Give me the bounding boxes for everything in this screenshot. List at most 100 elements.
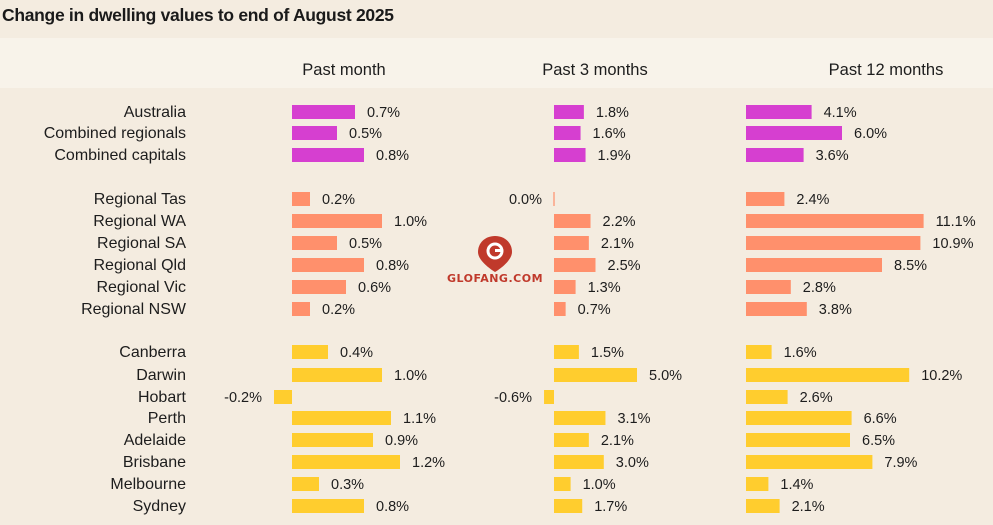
bar <box>746 258 882 272</box>
category-label: Regional WA <box>93 213 186 230</box>
bar <box>746 455 873 469</box>
category-label: Regional Qld <box>94 257 187 274</box>
data-label: 1.9% <box>598 148 631 164</box>
data-label: 10.9% <box>932 236 973 252</box>
data-label: 0.5% <box>349 236 382 252</box>
bar <box>292 214 382 228</box>
data-label: -0.2% <box>224 390 262 406</box>
data-label: 1.1% <box>403 411 436 427</box>
data-label: 7.9% <box>884 455 917 471</box>
bar <box>554 411 606 425</box>
header-band <box>0 38 993 88</box>
data-label: 6.6% <box>864 411 897 427</box>
bar <box>292 433 373 447</box>
bar <box>292 192 310 206</box>
category-label: Regional SA <box>97 235 186 252</box>
data-label: 10.2% <box>921 368 962 384</box>
bar <box>554 280 576 294</box>
category-label: Brisbane <box>123 454 186 471</box>
bar <box>554 368 637 382</box>
data-label: 1.0% <box>583 477 616 493</box>
bar <box>292 258 364 272</box>
watermark-pin-icon <box>478 236 512 272</box>
bar <box>292 455 400 469</box>
category-label: Adelaide <box>124 432 186 449</box>
data-label: 0.7% <box>578 302 611 318</box>
data-label: 2.1% <box>601 236 634 252</box>
data-label: 2.1% <box>601 433 634 449</box>
bar <box>544 390 554 404</box>
data-label: 11.1% <box>936 214 976 230</box>
bar <box>746 126 842 140</box>
bar <box>292 280 346 294</box>
data-label: 1.3% <box>588 280 621 296</box>
category-label: Canberra <box>119 344 186 361</box>
data-label: 1.8% <box>596 105 629 121</box>
data-label: 0.8% <box>376 499 409 515</box>
category-label: Combined capitals <box>54 147 186 164</box>
bar <box>292 477 319 491</box>
bar <box>746 390 788 404</box>
bar <box>746 192 785 206</box>
data-label: 2.1% <box>792 499 825 515</box>
data-label: 0.9% <box>385 433 418 449</box>
bar <box>554 345 579 359</box>
bar <box>554 302 566 316</box>
bar <box>746 302 807 316</box>
watermark: GLOFANG.COM <box>445 232 545 292</box>
data-label: 0.7% <box>367 105 400 121</box>
category-label: Regional NSW <box>81 301 187 318</box>
data-label: 1.0% <box>394 214 427 230</box>
bar <box>274 390 292 404</box>
data-label: 3.8% <box>819 302 852 318</box>
data-label: 4.1% <box>824 105 857 121</box>
data-label: 0.5% <box>349 126 382 142</box>
data-label: 2.8% <box>803 280 836 296</box>
data-label: 6.5% <box>862 433 895 449</box>
category-label: Darwin <box>136 367 186 384</box>
bar <box>292 345 328 359</box>
series-header: Past 3 months <box>542 61 647 79</box>
data-label: 2.5% <box>608 258 641 274</box>
bar <box>554 214 591 228</box>
data-label: 1.6% <box>784 345 817 361</box>
bar <box>292 105 355 119</box>
watermark-text: GLOFANG.COM <box>446 272 544 285</box>
category-label: Melbourne <box>110 476 186 493</box>
bar <box>554 258 596 272</box>
series-header: Past 12 months <box>829 61 944 79</box>
category-label: Hobart <box>138 389 187 406</box>
data-label: 1.7% <box>594 499 627 515</box>
data-label: 2.2% <box>603 214 636 230</box>
bar <box>554 499 583 513</box>
bar <box>554 126 581 140</box>
category-label: Sydney <box>133 498 186 515</box>
data-label: 3.0% <box>616 455 649 471</box>
category-label: Australia <box>124 104 186 121</box>
bar <box>292 126 337 140</box>
bar <box>292 411 391 425</box>
data-label: 2.6% <box>800 390 833 406</box>
data-label: 1.4% <box>780 477 813 493</box>
series-header: Past month <box>302 61 385 79</box>
bar <box>554 433 589 447</box>
data-label: 1.6% <box>593 126 626 142</box>
data-label: 0.8% <box>376 258 409 274</box>
data-label: 1.2% <box>412 455 445 471</box>
bar <box>746 368 910 382</box>
bar <box>292 236 337 250</box>
data-label: 0.4% <box>340 345 373 361</box>
data-label: 5.0% <box>649 368 682 384</box>
chart-title: Change in dwelling values to end of Augu… <box>2 5 394 25</box>
category-label: Combined regionals <box>44 125 186 142</box>
data-label: 0.2% <box>322 302 355 318</box>
bar <box>292 368 382 382</box>
bar <box>746 411 852 425</box>
data-label: 3.1% <box>617 411 650 427</box>
bar <box>554 148 586 162</box>
bar <box>746 105 812 119</box>
data-label: 1.5% <box>591 345 624 361</box>
bar <box>554 236 589 250</box>
bar <box>746 280 791 294</box>
